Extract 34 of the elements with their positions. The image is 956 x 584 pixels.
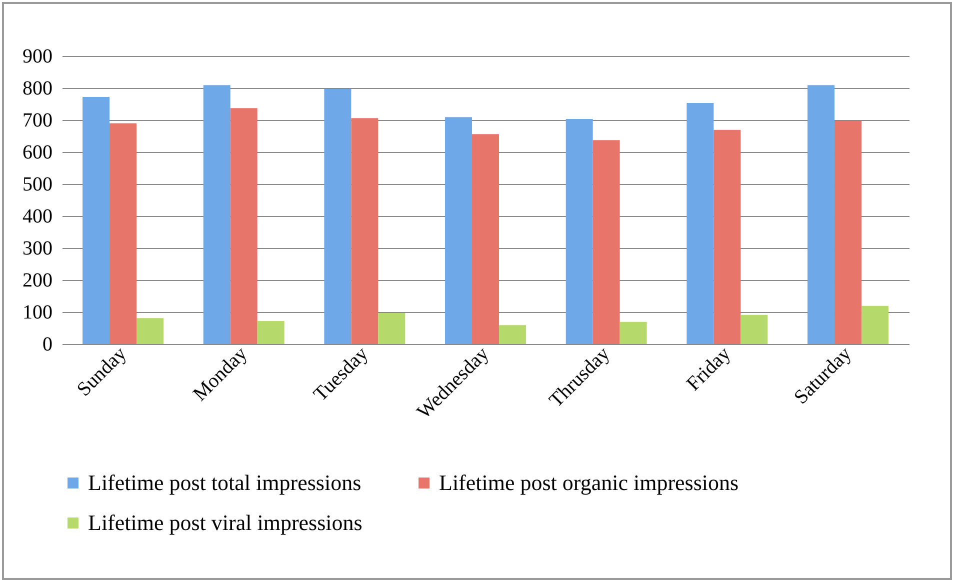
bar	[686, 103, 714, 344]
bar	[351, 118, 378, 344]
bar	[324, 88, 352, 344]
bar	[498, 325, 526, 344]
bar	[472, 134, 499, 344]
y-tick-label: 700	[22, 110, 52, 132]
bar	[445, 117, 472, 344]
bar	[257, 320, 284, 344]
y-tick-label: 500	[22, 174, 52, 196]
bar	[136, 318, 164, 344]
bar	[620, 322, 647, 344]
bar	[714, 130, 741, 344]
y-tick-label: 200	[22, 270, 52, 292]
bar	[203, 85, 230, 344]
y-tick-label: 600	[22, 142, 52, 164]
bar	[82, 96, 110, 344]
legend-label: Lifetime post organic impressions	[439, 470, 739, 495]
y-tick-label: 300	[22, 238, 52, 260]
bar	[740, 314, 768, 344]
y-tick-label: 400	[22, 206, 52, 228]
bar	[592, 140, 620, 344]
y-tick-label: 800	[22, 78, 52, 100]
y-tick-label: 100	[22, 302, 52, 324]
bar	[378, 312, 406, 344]
legend-label: Lifetime post total impressions	[88, 470, 362, 495]
y-tick-label: 0	[42, 334, 52, 356]
legend-label: Lifetime post viral impressions	[88, 510, 362, 535]
bar	[230, 108, 258, 344]
bar	[861, 306, 888, 344]
y-tick-label: 900	[22, 46, 52, 68]
bar	[808, 85, 834, 344]
bar	[834, 120, 862, 344]
bar	[110, 123, 137, 344]
bar	[566, 119, 593, 344]
